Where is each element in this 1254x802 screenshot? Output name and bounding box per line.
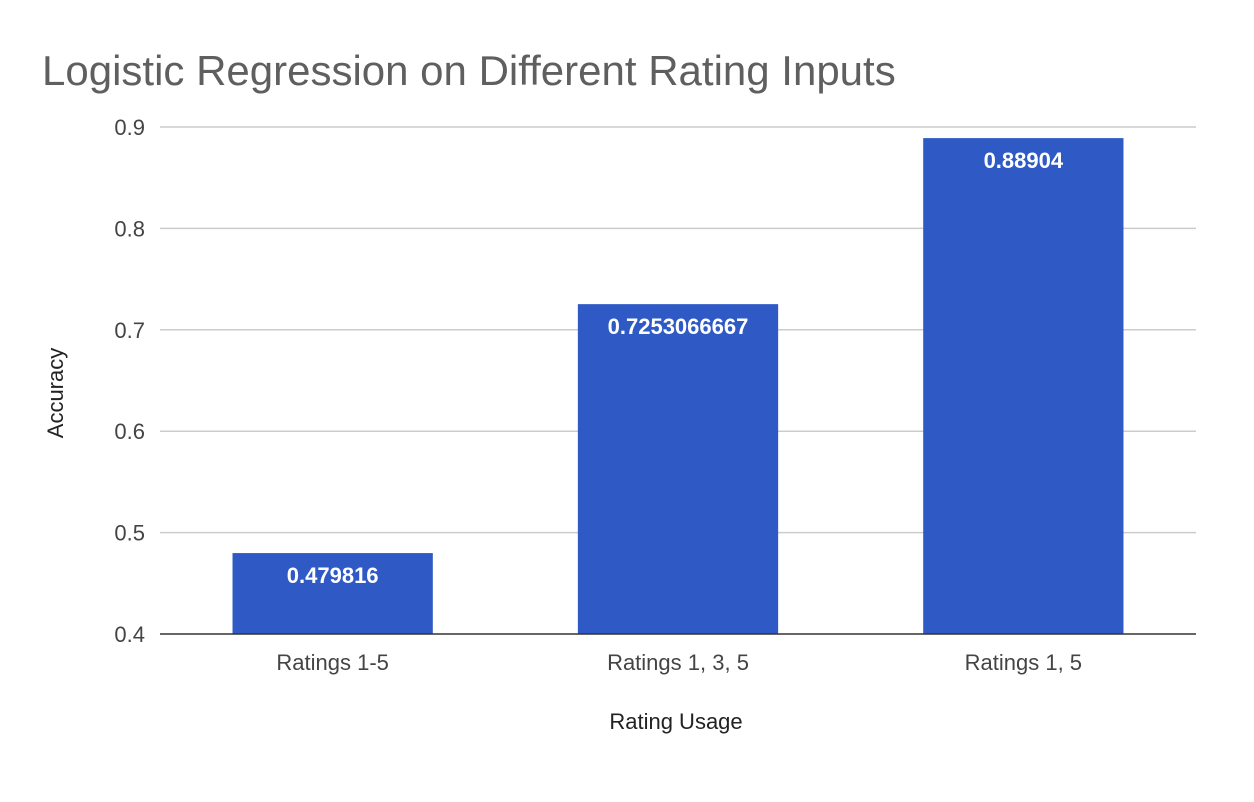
- bar: [923, 138, 1124, 634]
- y-axis-title: Accuracy: [43, 348, 68, 438]
- chart-title: Logistic Regression on Different Rating …: [42, 47, 896, 94]
- x-tick-label: Ratings 1, 5: [965, 650, 1082, 675]
- data-label: 0.479816: [287, 563, 379, 588]
- x-axis-ticks: Ratings 1-5 Ratings 1, 3, 5 Ratings 1, 5: [276, 650, 1082, 675]
- y-tick-label: 0.7: [114, 318, 145, 343]
- y-axis-ticks: 0.4 0.5 0.6 0.7 0.8 0.9: [114, 115, 145, 647]
- y-tick-label: 0.5: [114, 521, 145, 546]
- x-tick-label: Ratings 1, 3, 5: [607, 650, 749, 675]
- y-tick-label: 0.4: [114, 622, 145, 647]
- y-tick-label: 0.9: [114, 115, 145, 140]
- bars: [232, 138, 1124, 634]
- data-label: 0.7253066667: [608, 314, 749, 339]
- data-labels: 0.479816 0.7253066667 0.88904: [287, 148, 1064, 588]
- bar: [577, 304, 779, 634]
- y-tick-label: 0.8: [114, 216, 145, 241]
- x-axis-title: Rating Usage: [609, 709, 742, 734]
- x-tick-label: Ratings 1-5: [276, 650, 389, 675]
- data-label: 0.88904: [984, 148, 1064, 173]
- bar: [232, 553, 433, 634]
- y-tick-label: 0.6: [114, 419, 145, 444]
